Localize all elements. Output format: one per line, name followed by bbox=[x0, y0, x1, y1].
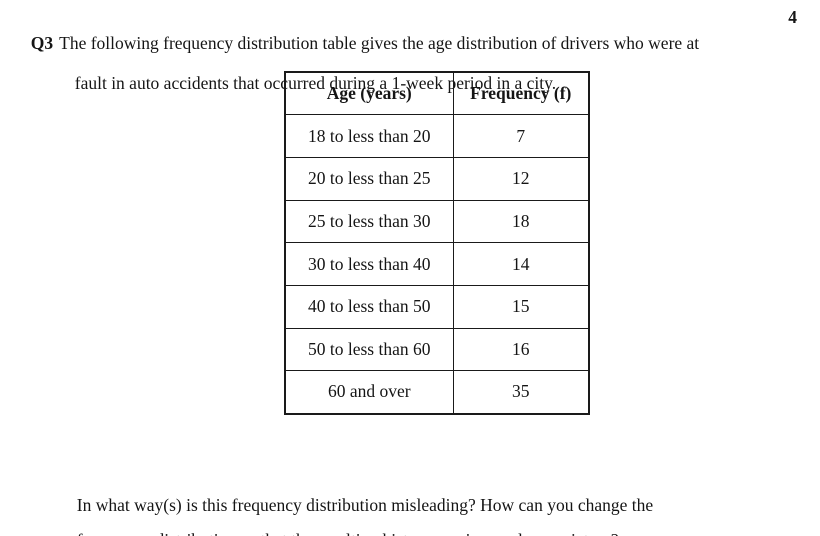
table-header-row: Age (years) Frequency (f) bbox=[284, 71, 590, 116]
followup-question-line-2: frequency distribution so that the resul… bbox=[68, 504, 619, 536]
frequency-cell: 15 bbox=[452, 284, 590, 329]
frequency-cell: 12 bbox=[452, 156, 590, 201]
table-row: 30 to less than 40 14 bbox=[284, 242, 590, 286]
age-cell: 50 to less than 60 bbox=[284, 327, 454, 372]
question-text-line1: The following frequency distribution tab… bbox=[59, 33, 700, 53]
table-row: 40 to less than 50 15 bbox=[284, 284, 590, 329]
frequency-cell: 16 bbox=[452, 327, 590, 372]
frequency-cell: 35 bbox=[452, 370, 590, 414]
age-cell: 30 to less than 40 bbox=[284, 242, 454, 286]
question-line-1: Q3 The following frequency distribution t… bbox=[22, 7, 699, 55]
age-cell: 60 and over bbox=[284, 370, 454, 414]
followup-text-line2: frequency distribution so that the resul… bbox=[77, 530, 619, 536]
table-row: 50 to less than 60 16 bbox=[284, 327, 590, 372]
frequency-distribution-table: Age (years) Frequency (f) 18 to less tha… bbox=[284, 71, 590, 415]
age-cell: 40 to less than 50 bbox=[284, 284, 454, 329]
marks-value: 4 bbox=[788, 7, 797, 27]
table-row: 20 to less than 25 12 bbox=[284, 156, 590, 201]
frequency-cell: 14 bbox=[452, 242, 590, 286]
frequency-cell: 7 bbox=[452, 114, 590, 158]
age-column-header: Age (years) bbox=[284, 71, 454, 116]
age-cell: 20 to less than 25 bbox=[284, 156, 454, 201]
followup-question-line-1: In what way(s) is this frequency distrib… bbox=[68, 469, 653, 517]
age-cell: 25 to less than 30 bbox=[284, 199, 454, 244]
table-row: 60 and over 35 bbox=[284, 370, 590, 414]
followup-text-line1: In what way(s) is this frequency distrib… bbox=[76, 495, 654, 515]
frequency-cell: 18 bbox=[452, 199, 590, 244]
table-row: 18 to less than 20 7 bbox=[284, 114, 590, 158]
table-row: 25 to less than 30 18 bbox=[284, 199, 590, 244]
frequency-column-header: Frequency (f) bbox=[452, 71, 590, 116]
question-number-label: Q3 bbox=[30, 33, 54, 53]
age-cell: 18 to less than 20 bbox=[284, 114, 454, 158]
